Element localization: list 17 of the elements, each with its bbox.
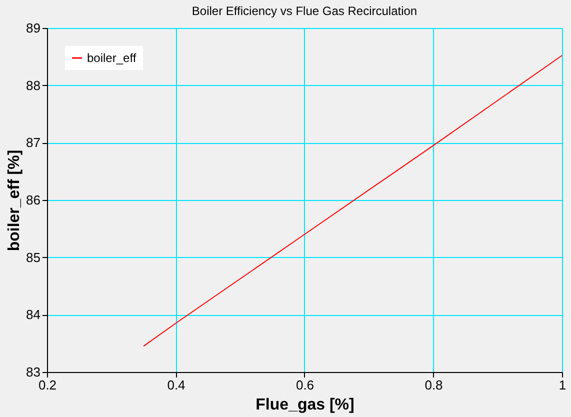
x-tick-label: 1 [558,378,566,392]
y-tick-label: 83 [26,364,40,380]
x-tick-label: 0.6 [296,378,314,392]
y-tick-label: 89 [26,20,40,36]
legend-label: boiler_eff [87,51,137,65]
x-axis-title: Flue_gas [%] [256,396,354,414]
y-tick-label: 86 [26,192,40,208]
x-tick-label: 0.8 [424,378,443,392]
y-tick-label: 85 [26,250,40,265]
y-tick-label: 84 [26,307,40,322]
x-tick-label: 0.2 [38,378,57,392]
line-series [143,55,562,347]
x-tick-label: 0.4 [167,378,186,392]
y-axis-title: boiler_eff [%] [6,150,24,252]
y-tick-label: 87 [26,135,40,150]
chart-title: Boiler Efficiency vs Flue Gas Recirculation [192,4,418,18]
y-tick-label: 88 [26,78,40,93]
